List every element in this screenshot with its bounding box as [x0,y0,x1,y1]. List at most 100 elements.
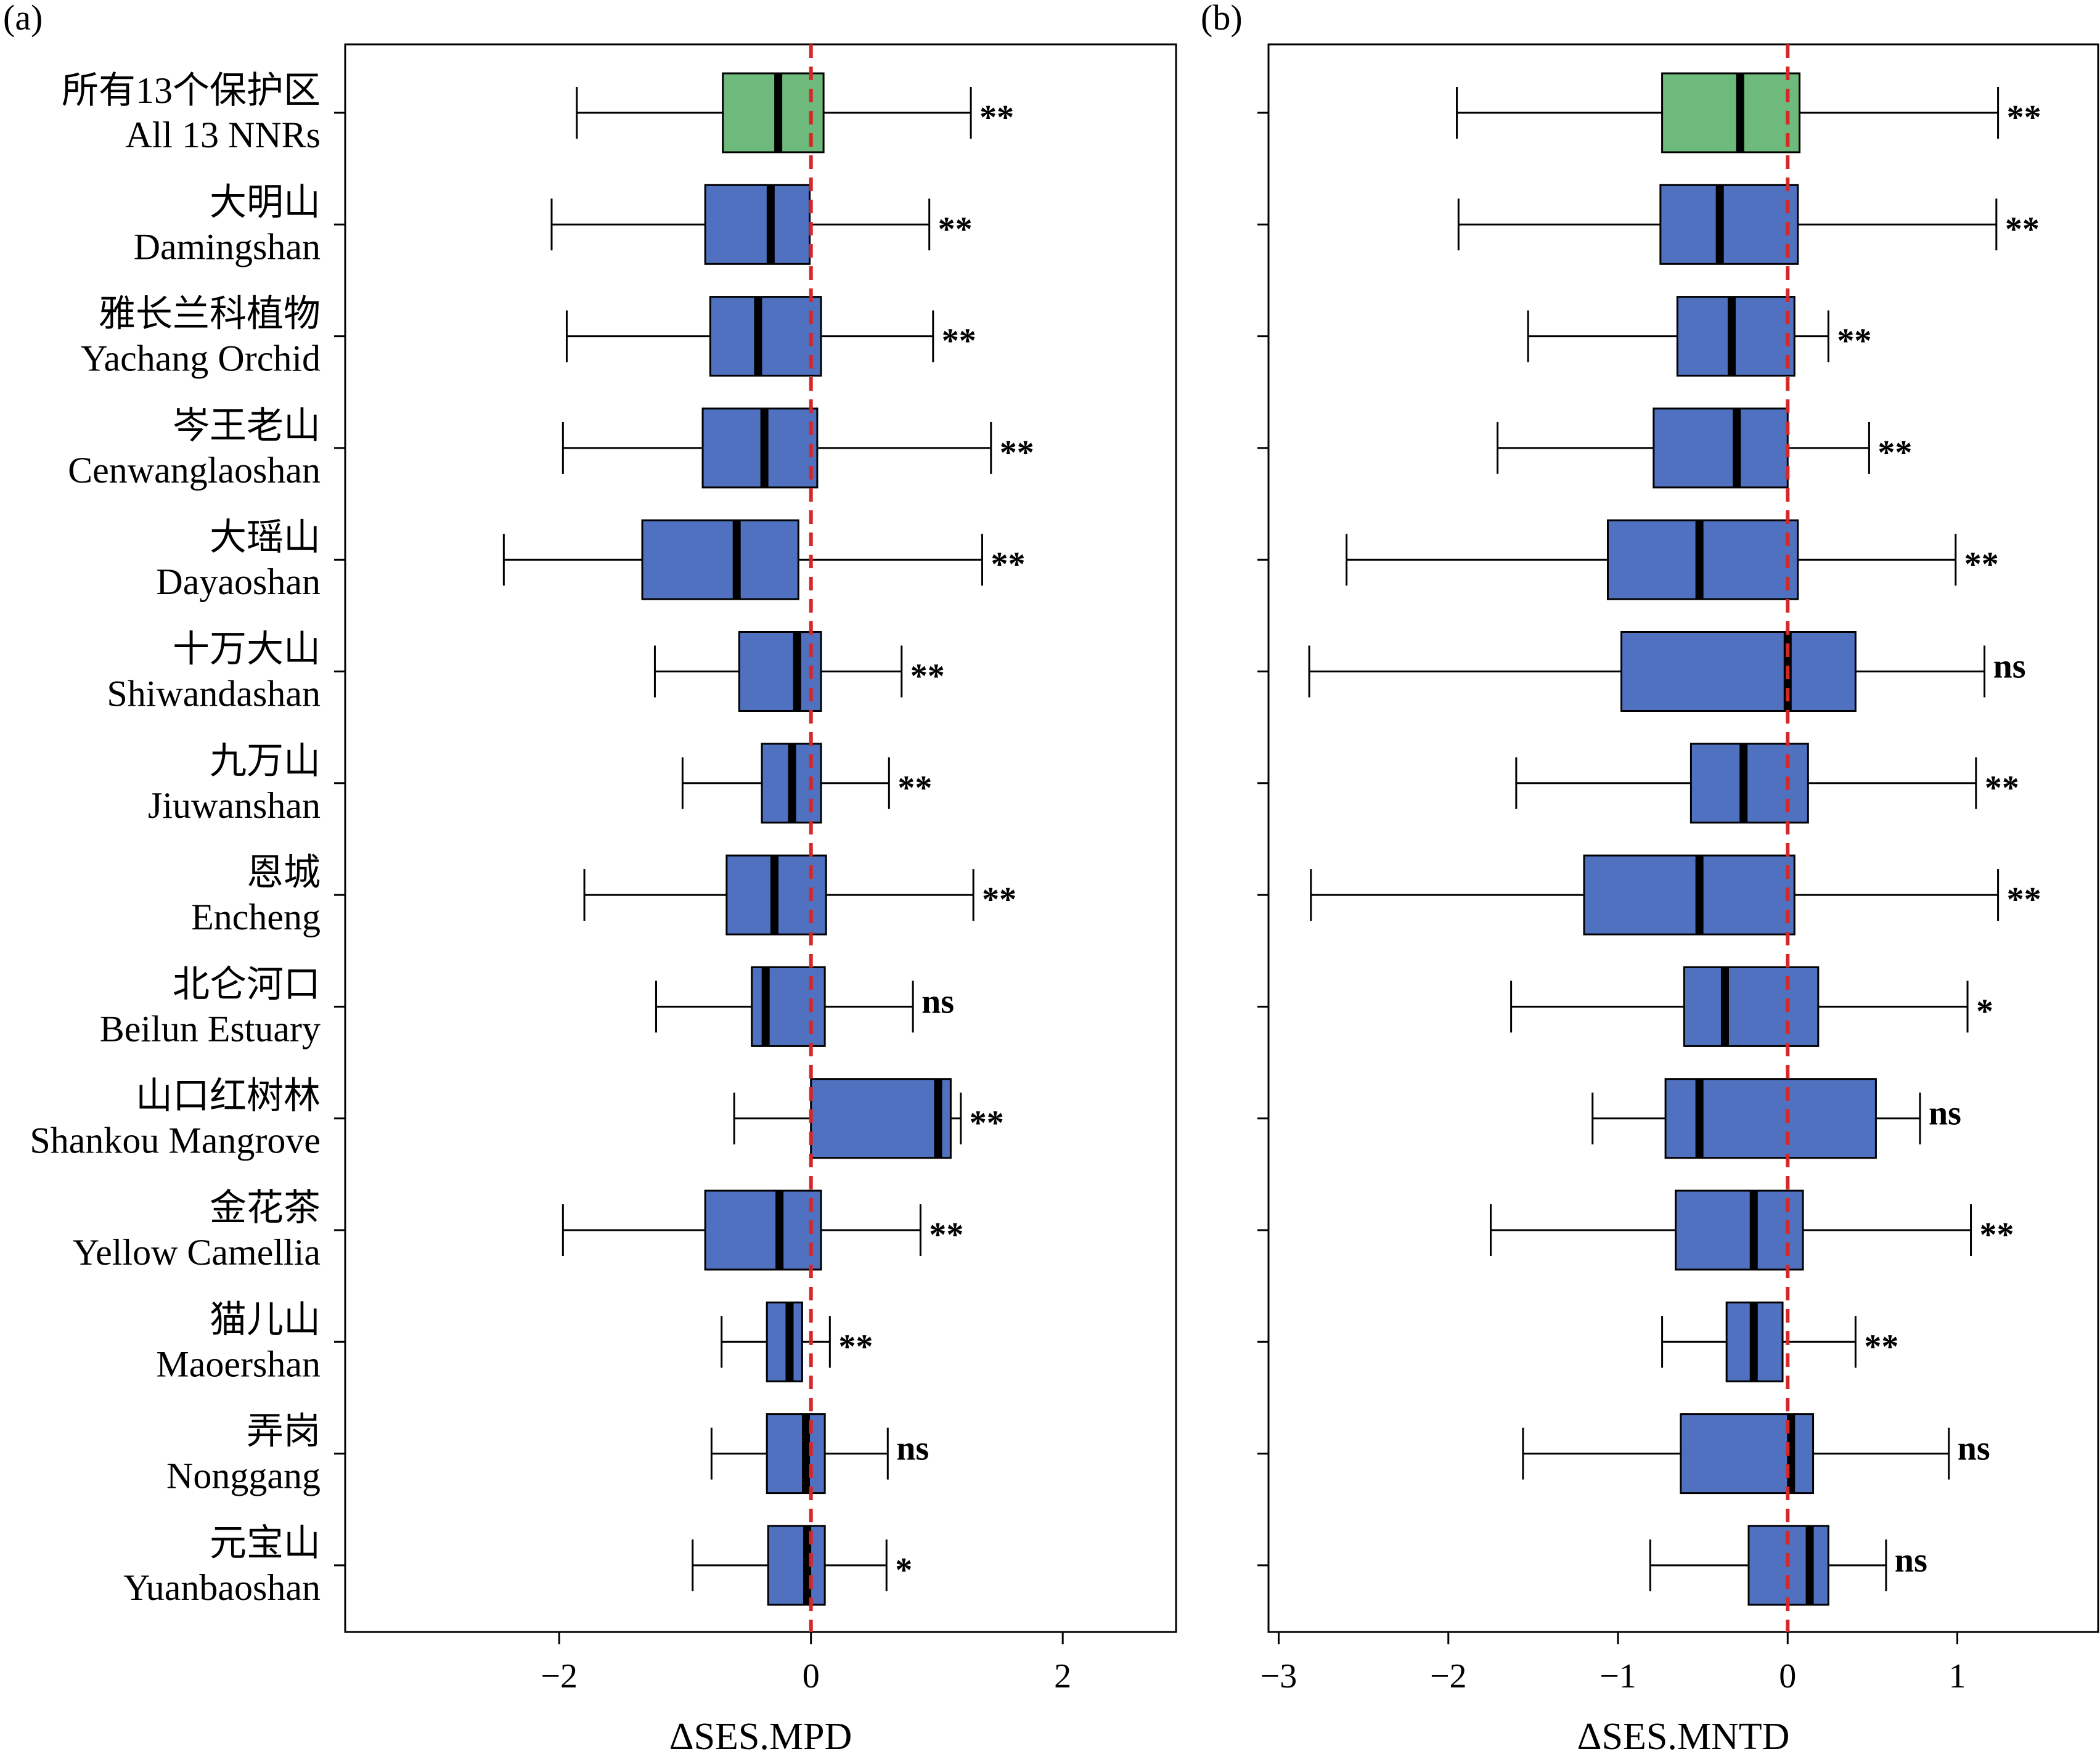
box-2: ** [1457,184,2040,265]
x-axis-title: ΔSES.MPD [669,1716,852,1754]
plot-frame [1267,43,2099,1633]
significance-label: ** [970,1104,1004,1143]
iqr-box [767,1525,826,1606]
x-tick-label: 1 [1949,1657,1966,1695]
category-label-cn: 猫儿山 [210,1299,321,1340]
significance-label: ** [1000,434,1034,472]
significance-label: ns [1895,1541,1927,1580]
significance-label: ns [1958,1430,1990,1468]
significance-label: ** [929,1216,963,1254]
significance-label: ** [979,99,1014,137]
category-label-en: All 13 NNRs [125,115,321,155]
iqr-box [722,72,825,153]
significance-label: ns [921,982,954,1021]
panel-b: (b)−3 −2 −1 0 1ΔSES.MNTD**********ns*****ns*… [1201,0,2099,1754]
significance-label: * [1976,992,1993,1030]
iqr-box [704,184,811,265]
category-label-en: Yachang Orchid [81,338,321,379]
significance-label: ** [897,769,932,807]
category-label-cn: 岑王老山 [173,406,321,446]
iqr-box [1620,631,1857,712]
category-label-cn: 北仑河口 [173,964,321,1005]
iqr-box [641,519,799,600]
significance-label: ** [910,658,945,696]
category-label-cn: 大瑶山 [210,517,321,558]
significance-label: ** [938,210,973,248]
box-4: ** [562,407,1034,489]
x-tick-label: 2 [1054,1657,1071,1695]
x-tick-label: 0 [803,1657,820,1695]
iqr-box [810,1078,952,1159]
x-tick-label: −3 [1260,1657,1297,1695]
iqr-box [704,1189,822,1271]
significance-label: ** [2007,99,2041,137]
iqr-box [1583,854,1796,936]
category-label-en: Beilun Estuary [100,1008,321,1049]
significance-label: ** [2005,210,2040,248]
panel-a: (a) −2 0 2 ΔSES.MPD ** ** ** ** ** ** ** ** ns ** ** ** n… [3,0,1177,1754]
box-1: ** [1456,72,2041,153]
iqr-box [1653,407,1789,489]
box-13: ns [710,1413,929,1495]
x-tick-label: 0 [1779,1657,1796,1695]
significance-label: ** [1877,434,1912,472]
box-14: * [692,1525,912,1606]
box-9: * [1510,966,1993,1047]
significance-label: ns [896,1430,929,1468]
category-label-en: Nonggang [166,1456,321,1496]
significance-label: ** [1864,1328,1898,1366]
box-1: ** [576,72,1014,153]
box-11: ** [562,1189,963,1271]
box-2: ** [550,184,973,265]
category-label-cn: 金花茶 [210,1188,321,1228]
box-11: ** [1490,1189,2014,1271]
iqr-box [1676,296,1796,377]
iqr-box [738,631,822,712]
x-tick-label: −1 [1600,1657,1636,1695]
panel-tag: (b) [1201,0,1243,38]
box-10: ns [1591,1078,1961,1159]
iqr-box [766,1301,803,1382]
category-label-en: Jiuwanshan [148,785,321,826]
box-8: ** [1310,854,2041,936]
significance-label: ** [1964,545,1999,584]
significance-label: ** [991,545,1025,584]
significance-label: ** [2007,881,2041,919]
category-label-en: Shankou Mangrove [30,1120,321,1161]
x-tick-label: −2 [541,1657,578,1695]
box-5: ** [502,519,1025,600]
iqr-box [709,296,822,377]
x-axis-title: ΔSES.MNTD [1577,1716,1790,1754]
box-8: ** [583,854,1016,936]
box-7: ** [1515,743,2019,824]
significance-label: ** [982,881,1016,919]
iqr-box [766,1413,826,1495]
category-label-en: Yellow Camellia [73,1232,321,1273]
category-label-cn: 弄岗 [247,1411,321,1452]
box-3: ** [1527,296,1871,377]
box-10: ** [733,1078,1004,1159]
box-6: ** [653,631,945,712]
category-label-cn: 元宝山 [210,1523,321,1564]
significance-label: ** [1980,1216,2014,1254]
category-label-cn: 九万山 [210,741,321,781]
category-label-cn: 十万大山 [173,629,321,670]
iqr-box [701,407,819,489]
box-3: ** [565,296,976,377]
category-label-cn: 雅长兰科植物 [99,294,321,335]
significance-label: ** [838,1328,873,1366]
box-9: ns [655,966,954,1047]
significance-label: ** [1837,322,1871,361]
category-label-cn: 大明山 [210,182,321,222]
panel-tag: (a) [3,0,43,38]
x-tick-label: −2 [1430,1657,1467,1695]
box-5: ** [1346,519,1999,600]
plot-frame [344,43,1177,1633]
category-label-en: Encheng [191,897,321,937]
iqr-box [1683,966,1820,1047]
significance-label: ** [942,322,976,361]
box-6: ns [1308,631,2026,712]
significance-label: ** [1985,769,2019,807]
